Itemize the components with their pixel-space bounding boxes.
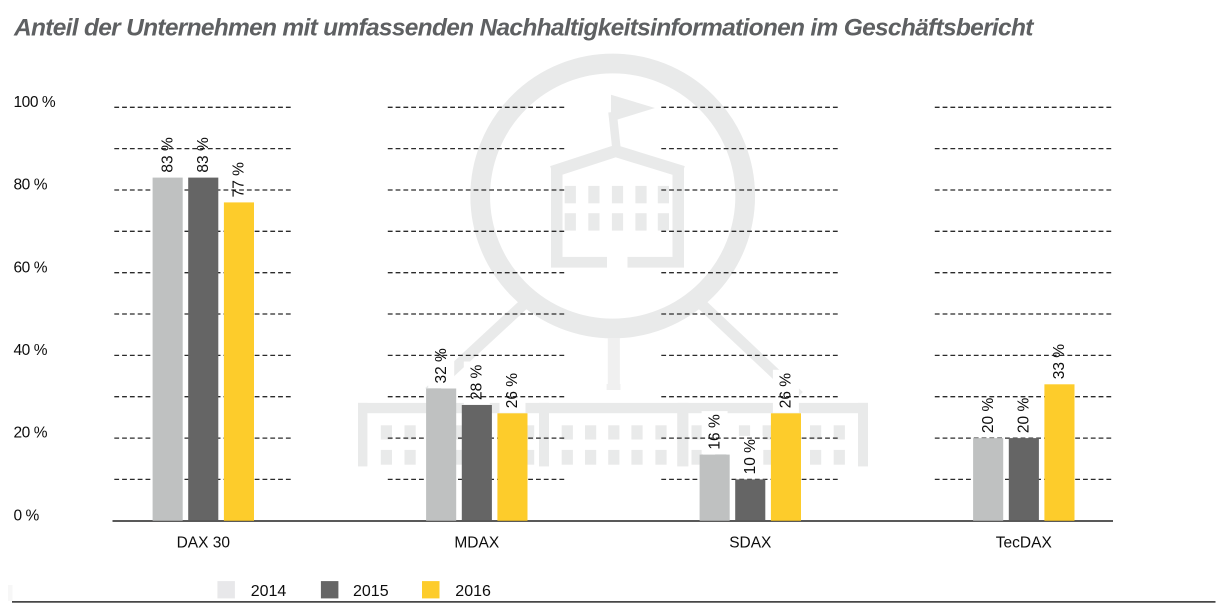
svg-text:26 %: 26 % — [504, 373, 521, 409]
svg-text:0 %: 0 % — [14, 507, 40, 524]
svg-text:40 %: 40 % — [14, 342, 48, 359]
svg-text:10 %: 10 % — [742, 439, 759, 475]
svg-text:60 %: 60 % — [14, 259, 48, 276]
svg-text:80 %: 80 % — [14, 177, 48, 194]
svg-text:MDAX: MDAX — [454, 535, 499, 552]
svg-text:77 %: 77 % — [231, 162, 248, 198]
svg-text:SDAX: SDAX — [729, 535, 772, 552]
svg-text:83 %: 83 % — [195, 137, 212, 173]
svg-text:DAX 30: DAX 30 — [177, 535, 231, 552]
svg-text:100 %: 100 % — [14, 94, 56, 111]
svg-text:33 %: 33 % — [1051, 344, 1068, 380]
svg-text:2014: 2014 — [251, 583, 287, 600]
svg-text:Anteil der Unternehmen mit umf: Anteil der Unternehmen mit umfassenden N… — [13, 15, 1034, 42]
svg-text:20 %: 20 % — [1016, 398, 1033, 434]
svg-text:20 %: 20 % — [14, 425, 48, 442]
svg-text:32 %: 32 % — [433, 348, 450, 384]
svg-text:20 %: 20 % — [980, 398, 997, 434]
svg-text:2015: 2015 — [353, 583, 389, 600]
svg-text:26 %: 26 % — [778, 373, 795, 409]
svg-text:28 %: 28 % — [469, 364, 486, 400]
svg-text:TecDAX: TecDAX — [996, 535, 1053, 552]
svg-text:16 %: 16 % — [706, 414, 723, 450]
svg-text:2016: 2016 — [455, 583, 491, 600]
svg-text:83 %: 83 % — [159, 137, 176, 173]
